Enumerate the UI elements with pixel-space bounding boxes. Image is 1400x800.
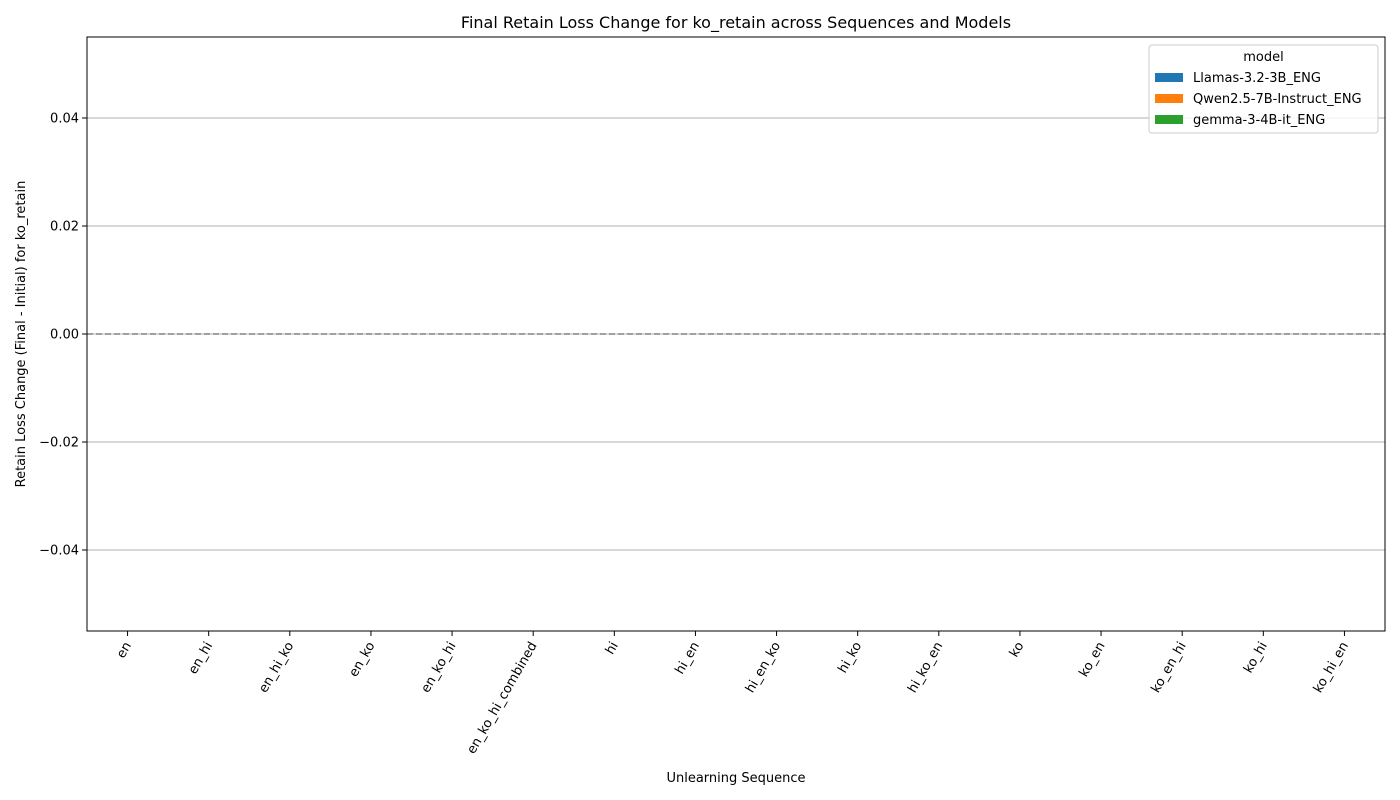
x-tick-label: ko [1007,639,1028,660]
legend-items: Llamas-3.2-3B_ENG Qwen2.5-7B-Instruct_ENG… [1155,71,1362,128]
legend-title: model [1243,50,1283,65]
x-tick-label: hi_ko [835,639,865,675]
x-tick-label: ko_en [1077,640,1109,680]
x-tick-label: en_hi_ko [256,639,297,695]
x-tick-label: en_ko_hi_combined [464,640,540,757]
legend-entry: Qwen2.5-7B-Instruct_ENG [1193,92,1362,107]
chart-title: Final Retain Loss Change for ko_retain a… [461,13,1011,33]
y-tick-label: 0.00 [50,328,79,343]
y-tick-label: −0.04 [39,544,79,559]
legend-box [1148,44,1379,134]
legend-swatch [1155,94,1183,103]
y-tick-label: 0.02 [50,220,79,235]
legend-entry: Llamas-3.2-3B_ENG [1193,71,1321,86]
y-axis: −0.04 −0.02 0.00 0.02 0.04 [39,112,87,559]
x-axis-label: Unlearning Sequence [666,771,805,786]
y-tick-label: 0.04 [50,112,79,127]
legend-entry: gemma-3-4B-it_ENG [1193,113,1325,128]
x-tick-label: hi_ko_en [905,640,946,696]
legend-swatch [1155,115,1183,124]
legend-swatch [1155,73,1183,82]
y-tick-label: −0.02 [39,436,79,451]
legend: model Llamas-3.2-3B_ENG Qwen2.5-7B-Instru… [1148,44,1379,134]
x-tick-label: en_ko_hi [418,640,459,696]
x-tick-label: hi_en_ko [743,639,784,695]
x-tick-label: ko_hi [1241,640,1271,676]
y-axis-label: Retain Loss Change (Final - Initial) for… [14,181,29,488]
x-tick-label: en [114,640,135,662]
x-axis: en en_hi en_hi_ko en_ko en_ko_hi en_ko_hi_com… [114,631,1352,757]
x-tick-label: en_ko [347,639,379,679]
x-tick-label: en_hi [186,640,216,677]
x-tick-label: ko_en_hi [1149,640,1190,696]
x-tick-label: ko_hi_en [1311,640,1352,696]
x-tick-label: hi [603,640,622,658]
x-tick-label: hi_en [673,640,703,677]
